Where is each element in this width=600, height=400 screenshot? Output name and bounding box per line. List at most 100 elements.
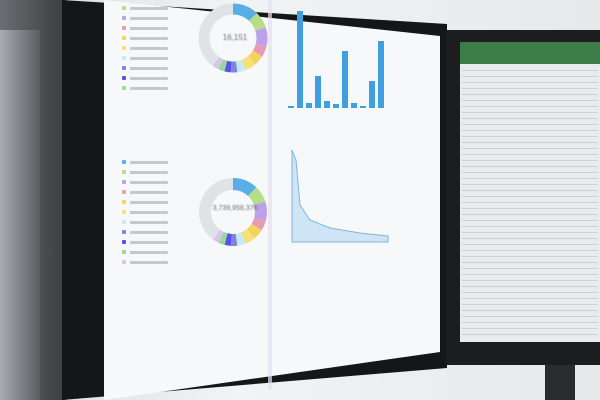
legend-swatch	[122, 6, 126, 10]
bar	[315, 76, 321, 108]
spreadsheet-row	[462, 160, 598, 161]
donut-chart-top	[198, 3, 268, 73]
spreadsheet-row	[462, 316, 598, 317]
spreadsheet-row	[462, 256, 598, 257]
spreadsheet-row	[462, 76, 598, 77]
donut-top-center-value: 16,151	[222, 33, 248, 42]
bar	[360, 106, 366, 108]
legend-label	[130, 171, 168, 174]
spreadsheet-row	[462, 280, 598, 281]
bar	[297, 11, 303, 108]
legend-swatch	[122, 230, 126, 234]
legend-swatch	[122, 240, 126, 244]
legend-swatch	[122, 180, 126, 184]
legend-label	[130, 77, 168, 80]
spreadsheet-row	[462, 322, 598, 323]
donut-segment	[247, 187, 266, 206]
legend-label	[130, 47, 168, 50]
donut-segment	[232, 3, 257, 22]
spreadsheet-row	[462, 190, 598, 191]
legend-label	[130, 87, 168, 90]
legend-label	[130, 7, 168, 10]
spreadsheet-row	[462, 106, 598, 107]
spreadsheet-row	[462, 268, 598, 269]
legend-swatch	[122, 36, 126, 40]
legend-label	[130, 57, 168, 60]
spreadsheet-row	[462, 178, 598, 179]
legend-label	[130, 37, 168, 40]
donut-segment	[199, 178, 234, 240]
spreadsheet-row	[462, 310, 598, 311]
donut-segment	[240, 228, 255, 244]
legend-label	[130, 17, 168, 20]
spreadsheet-row	[462, 274, 598, 275]
legend-label	[130, 27, 168, 30]
legend-label	[130, 67, 168, 70]
monitor-stand	[545, 365, 575, 400]
donut-segment	[198, 3, 234, 66]
legend-swatch	[122, 160, 126, 164]
legend-swatch	[122, 250, 126, 254]
spreadsheet-row	[462, 112, 598, 113]
legend-swatch	[122, 210, 126, 214]
spreadsheet-row	[462, 172, 598, 173]
bar	[306, 103, 312, 108]
spreadsheet-row	[462, 196, 598, 197]
donut-segment	[224, 60, 232, 73]
spreadsheet-row	[462, 220, 598, 221]
legend-label	[130, 211, 168, 214]
bar	[324, 101, 330, 108]
legend-swatch	[122, 190, 126, 194]
spreadsheet-row	[462, 166, 598, 167]
legend-label	[130, 201, 168, 204]
donut-segment	[246, 223, 262, 239]
spreadsheet-row	[462, 328, 598, 329]
area-chart	[291, 149, 389, 243]
legend-label	[130, 261, 168, 264]
donut-segment	[232, 178, 257, 197]
legend-swatch	[122, 76, 126, 80]
donut-segment	[247, 50, 263, 65]
spreadsheet-row	[462, 82, 598, 83]
donut-segment	[235, 232, 246, 246]
donut-segment	[251, 217, 266, 231]
spreadsheet-ribbon	[460, 42, 600, 64]
spreadsheet-row	[462, 88, 598, 89]
donut-segment	[255, 27, 268, 47]
spreadsheet-row	[462, 148, 598, 149]
legend-swatch	[122, 200, 126, 204]
legend-label	[130, 181, 168, 184]
spreadsheet-row	[462, 94, 598, 95]
spreadsheet-row	[462, 226, 598, 227]
donut-chart-bottom	[199, 178, 267, 246]
spreadsheet-row	[462, 70, 598, 71]
legend-label	[130, 251, 168, 254]
spreadsheet-row	[462, 214, 598, 215]
bar	[333, 104, 339, 108]
legend-swatch	[122, 220, 126, 224]
bar	[288, 106, 294, 108]
spreadsheet-row	[462, 124, 598, 125]
legend-swatch	[122, 170, 126, 174]
left-monitor-screen	[0, 30, 40, 400]
spreadsheet-row	[462, 130, 598, 131]
spreadsheet-row	[462, 244, 598, 245]
right-monitor-spreadsheet	[460, 42, 600, 342]
spreadsheet-row	[462, 208, 598, 209]
spreadsheet-row	[462, 262, 598, 263]
spreadsheet-row	[462, 154, 598, 155]
spreadsheet-row	[462, 298, 598, 299]
bar	[378, 41, 384, 108]
bar	[369, 81, 375, 108]
donut-segment	[212, 56, 224, 70]
spreadsheet-row	[462, 184, 598, 185]
legend-label	[130, 161, 168, 164]
spreadsheet-row	[462, 100, 598, 101]
legend-swatch	[122, 56, 126, 60]
legend-label	[130, 241, 168, 244]
spreadsheet-row	[462, 118, 598, 119]
legend-label	[130, 191, 168, 194]
donut-segment	[224, 233, 232, 246]
spreadsheet-row	[462, 232, 598, 233]
